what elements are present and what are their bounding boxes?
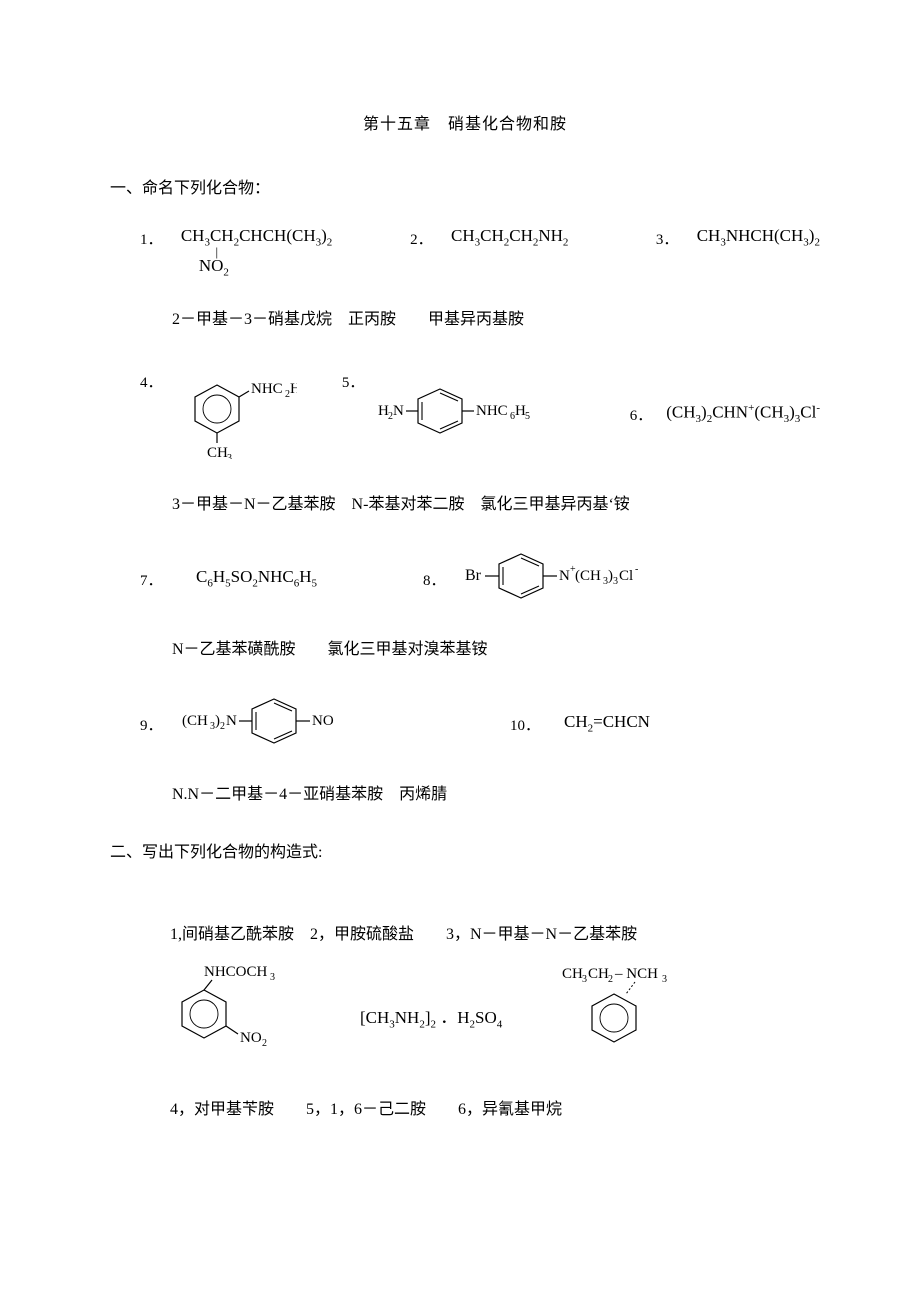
svg-text:N: N (393, 403, 404, 419)
row-q9-q10: 9． (CH 3 ) 2 N NO 10． CH2=CHCN (140, 693, 820, 754)
svg-text:NHC: NHC (476, 403, 508, 419)
svg-text:NHCOCH: NHCOCH (204, 964, 268, 980)
q3-num: 3． (656, 226, 683, 249)
svg-text:3: 3 (270, 972, 275, 983)
svg-text:3: 3 (227, 453, 232, 459)
q1-formula: CH3CH2CHCH(CH3)2 | NO2 (181, 226, 332, 279)
row-q1-q3: 1． CH3CH2CHCH(CH3)2 | NO2 2． CH3CH2CH2NH… (140, 226, 820, 279)
q3-formula: CH3NHCH(CH3)2 (697, 226, 820, 248)
svg-text:3: 3 (613, 576, 618, 587)
q5-structure: H 2 N NHC 6 H 5 (378, 379, 588, 448)
q6-formula: (CH3)2CHN+(CH3)3Cl- (666, 402, 820, 425)
section-1-heading: 一、命名下列化合物： (110, 174, 820, 198)
q5-num: 5． (342, 363, 365, 392)
section-2-heading: 二、写出下列化合物的构造式: (110, 838, 820, 862)
svg-text:H: H (290, 381, 297, 397)
s2-struct1: NHCOCH 3 NO 2 (160, 964, 310, 1069)
q7-num: 7． (140, 567, 168, 590)
q7-formula: C6H5SO2NHC6H5 (196, 567, 317, 589)
s2-structures-row: NHCOCH 3 NO 2 [CH3NH2]2 ．H2SO4 CH 3 CH 2… (160, 964, 820, 1069)
svg-text:NO: NO (312, 713, 334, 729)
q8-num: 8． (423, 567, 451, 590)
s2-struct3: CH 3 CH 2 – NCH 3 (552, 964, 692, 1069)
svg-text:Br: Br (465, 567, 482, 584)
svg-text:3: 3 (662, 974, 667, 985)
svg-text:CH: CH (562, 966, 583, 982)
s2-struct2: [CH3NH2]2 ．H2SO4 (360, 1003, 502, 1030)
q2-formula: CH3CH2CH2NH2 (451, 226, 568, 248)
svg-text:– NCH: – NCH (614, 966, 658, 982)
q4-num: 4． (140, 363, 163, 392)
svg-text:N: N (559, 568, 570, 584)
svg-text:2: 2 (262, 1038, 267, 1049)
chapter-title: 第十五章 硝基化合物和胺 (110, 110, 820, 134)
page: 第十五章 硝基化合物和胺 一、命名下列化合物： 1． CH3CH2CHCH(CH… (0, 0, 920, 1179)
svg-text:(CH: (CH (182, 713, 208, 729)
q10-formula: CH2=CHCN (564, 712, 650, 734)
answer-1: 2－甲基－3－硝基戊烷 正丙胺 甲基异丙基胺 (172, 305, 820, 329)
answer-4: N.N－二甲基－4－亚硝基苯胺 丙烯腈 (172, 780, 820, 804)
s2-line1: 1,间硝基乙酰苯胺 2，甲胺硫酸盐 3，N－甲基－N－乙基苯胺 (170, 920, 820, 944)
answer-2: 3－甲基－N－乙基苯胺 N-苯基对苯二胺 氯化三甲基异丙基‘铵 (172, 490, 820, 514)
q6-num: 6． (630, 402, 653, 425)
q10-num: 10． (510, 712, 538, 735)
svg-text:5: 5 (525, 411, 530, 422)
svg-text:CH: CH (588, 966, 609, 982)
svg-text:2: 2 (608, 974, 613, 985)
q8-structure: Br N + (CH 3 ) 3 Cl - (465, 548, 715, 609)
svg-text:2: 2 (220, 721, 225, 732)
answer-3: N－乙基苯磺酰胺 氯化三甲基对溴苯基铵 (172, 635, 820, 659)
q9-num: 9． (140, 712, 168, 735)
q4-structure: NHC 2 H 5 CH 3 (177, 363, 297, 464)
svg-text:(CH: (CH (575, 568, 601, 584)
q2-num: 2． (410, 226, 437, 249)
svg-text:Cl: Cl (619, 568, 633, 584)
q9-structure: (CH 3 ) 2 N NO (182, 693, 412, 754)
svg-text:CH: CH (207, 445, 228, 459)
svg-text:-: - (635, 564, 638, 575)
s2-line2: 4，对甲基苄胺 5，1，6－己二胺 6，异氰基甲烷 (170, 1095, 820, 1119)
svg-text:3: 3 (582, 974, 587, 985)
svg-text:N: N (226, 713, 237, 729)
svg-text:NHC: NHC (251, 381, 283, 397)
svg-text:NO: NO (240, 1030, 262, 1046)
row-q4-q6: 4． NHC 2 H 5 CH 3 5． H 2 N (140, 363, 820, 464)
q1-num: 1． (140, 226, 167, 249)
row-q7-q8: 7． C6H5SO2NHC6H5 8． Br N + (CH 3 ) 3 Cl … (140, 548, 820, 609)
